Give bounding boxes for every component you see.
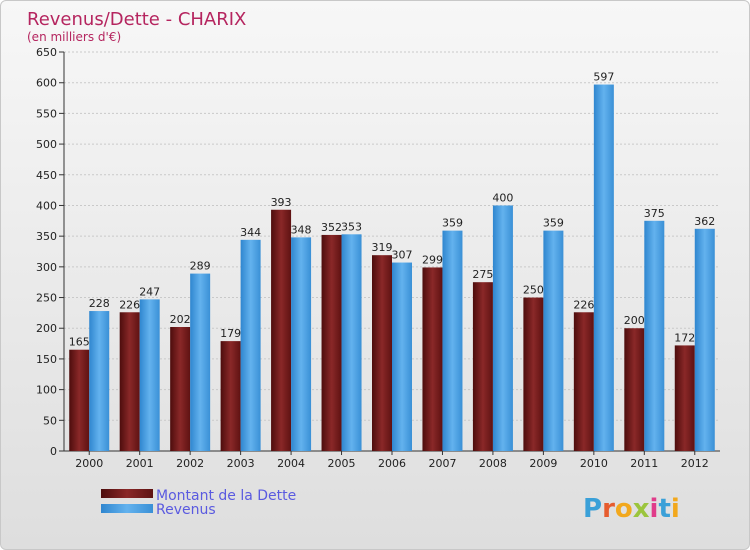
- x-tick-label: 2002: [176, 457, 204, 470]
- value-label: 359: [442, 217, 463, 230]
- x-tick-label: 2000: [75, 457, 103, 470]
- value-label: 226: [573, 298, 594, 311]
- bar-revenus: [543, 230, 564, 451]
- value-label: 275: [472, 268, 493, 281]
- y-tick-label: 300: [36, 261, 57, 274]
- bar-revenus: [190, 273, 211, 451]
- value-label: 307: [392, 249, 413, 262]
- bar-revenus: [442, 230, 463, 451]
- y-tick-label: 0: [50, 445, 57, 458]
- bar-dette: [624, 328, 645, 451]
- value-label: 353: [341, 220, 362, 233]
- bar-revenus: [644, 220, 665, 451]
- y-tick-label: 650: [36, 46, 57, 59]
- value-label: 344: [240, 226, 261, 239]
- bar-revenus: [392, 262, 412, 451]
- value-label: 375: [644, 207, 665, 220]
- x-tick-label: 2009: [529, 457, 557, 470]
- value-label: 299: [422, 253, 443, 266]
- legend-label-debt: Montant de la Dette: [156, 488, 296, 504]
- value-label: 362: [694, 215, 715, 228]
- value-label: 393: [271, 196, 292, 209]
- x-axis: 2000 2001 2002 2003 2004 2005 2006 2007 2008 2009…: [75, 451, 709, 470]
- value-label: 400: [492, 191, 513, 204]
- y-tick-label: 500: [36, 138, 57, 151]
- bar-revenus: [341, 234, 362, 451]
- bar-revenus: [291, 237, 312, 451]
- bar-dette: [472, 282, 493, 451]
- x-tick-label: 2004: [277, 457, 305, 470]
- bar-dette: [271, 209, 292, 451]
- bar-revenus: [492, 205, 513, 451]
- logo-text: Proxiti: [583, 494, 680, 524]
- y-tick-label: 100: [36, 384, 57, 397]
- bar-dette: [321, 234, 342, 451]
- bar-dette: [674, 345, 695, 451]
- proxiti-logo: Proxiti: [583, 494, 680, 524]
- bar-dette: [573, 312, 594, 451]
- value-label: 250: [523, 284, 544, 297]
- y-tick-label: 450: [36, 169, 57, 182]
- bar-dette: [220, 341, 241, 451]
- legend-swatch-debt: [101, 489, 153, 498]
- x-tick-label: 2003: [227, 457, 255, 470]
- value-label: 348: [291, 223, 312, 236]
- legend-label-revenus: Revenus: [156, 502, 216, 518]
- value-label: 359: [543, 217, 564, 230]
- value-label: 247: [139, 285, 160, 298]
- value-label: 172: [674, 331, 695, 344]
- chart-title: Revenus/Dette - CHARIX: [27, 9, 246, 30]
- x-tick-label: 2006: [378, 457, 406, 470]
- y-tick-label: 600: [36, 77, 57, 90]
- x-tick-label: 2011: [630, 457, 658, 470]
- x-tick-label: 2010: [580, 457, 608, 470]
- value-label: 202: [170, 313, 191, 326]
- bar-dette: [119, 312, 140, 451]
- x-tick-label: 2008: [479, 457, 507, 470]
- value-label: 597: [593, 71, 614, 84]
- bars-layer: [69, 84, 715, 451]
- bar-revenus: [593, 84, 614, 451]
- bar-dette: [422, 267, 443, 451]
- bar-revenus: [694, 228, 715, 451]
- y-tick-label: 150: [36, 353, 57, 366]
- value-label: 319: [372, 241, 393, 254]
- value-label: 352: [321, 221, 342, 234]
- x-tick-label: 2012: [681, 457, 709, 470]
- bar-revenus: [139, 299, 160, 451]
- bar-dette: [372, 255, 392, 451]
- y-tick-label: 250: [36, 292, 57, 305]
- chart-subtitle: (en milliers d'€): [27, 30, 121, 44]
- value-label: 200: [624, 314, 645, 327]
- bar-dette: [69, 349, 90, 451]
- bar-dette: [170, 327, 191, 451]
- value-label: 179: [220, 327, 241, 340]
- x-tick-label: 2007: [428, 457, 456, 470]
- y-tick-label: 550: [36, 107, 57, 120]
- y-tick-label: 400: [36, 199, 57, 212]
- value-label: 289: [190, 260, 211, 273]
- legend-swatch-revenus: [101, 504, 153, 513]
- bar-revenus: [240, 239, 261, 451]
- value-label: 228: [89, 297, 110, 310]
- value-label: 226: [119, 298, 140, 311]
- bar-revenus: [89, 311, 110, 451]
- y-tick-label: 50: [43, 414, 57, 427]
- y-tick-label: 350: [36, 230, 57, 243]
- x-tick-label: 2005: [328, 457, 356, 470]
- x-tick-label: 2001: [126, 457, 154, 470]
- legend: Montant de la Dette Revenus: [101, 488, 296, 518]
- y-tick-label: 200: [36, 322, 57, 335]
- bar-dette: [523, 297, 544, 451]
- value-label: 165: [69, 336, 90, 349]
